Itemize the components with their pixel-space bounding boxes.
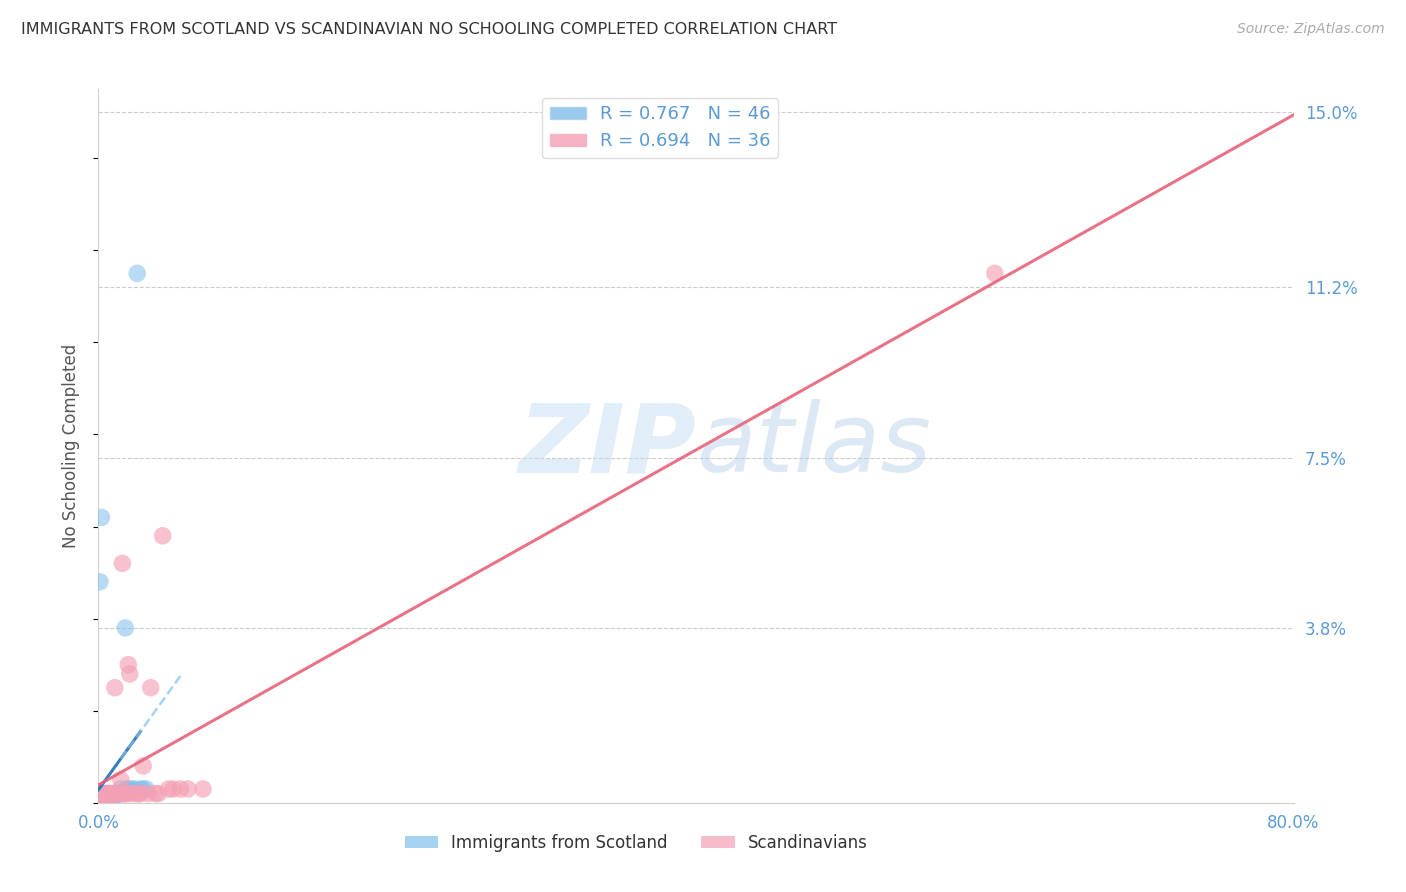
Point bbox=[91, 791, 114, 805]
Point bbox=[136, 787, 159, 801]
Point bbox=[110, 787, 132, 801]
Y-axis label: No Schooling Completed: No Schooling Completed bbox=[62, 344, 80, 548]
Point bbox=[143, 787, 166, 801]
Text: ZIP: ZIP bbox=[517, 400, 696, 492]
Point bbox=[110, 772, 132, 787]
Point bbox=[125, 787, 148, 801]
Point bbox=[127, 266, 149, 280]
Point bbox=[104, 681, 127, 695]
Point bbox=[132, 782, 155, 797]
Point bbox=[128, 787, 150, 801]
Point bbox=[105, 787, 128, 801]
Text: Source: ZipAtlas.com: Source: ZipAtlas.com bbox=[1237, 22, 1385, 37]
Point bbox=[101, 791, 124, 805]
Point bbox=[177, 782, 200, 797]
Point bbox=[148, 787, 170, 801]
Point bbox=[107, 787, 129, 801]
Point bbox=[114, 787, 136, 801]
Point bbox=[162, 782, 184, 797]
Point bbox=[152, 529, 174, 543]
Point bbox=[90, 510, 112, 524]
Point bbox=[98, 791, 122, 805]
Point bbox=[115, 782, 138, 797]
Point bbox=[90, 791, 112, 805]
Point bbox=[97, 791, 120, 805]
Point bbox=[93, 791, 115, 805]
Point bbox=[96, 791, 118, 805]
Legend: Immigrants from Scotland, Scandinavians: Immigrants from Scotland, Scandinavians bbox=[398, 828, 875, 859]
Point bbox=[103, 787, 125, 801]
Point bbox=[89, 791, 111, 805]
Point bbox=[97, 787, 120, 801]
Point bbox=[984, 266, 1007, 280]
Point bbox=[191, 782, 214, 797]
Point bbox=[93, 791, 115, 805]
Point bbox=[103, 791, 125, 805]
Point bbox=[94, 791, 117, 805]
Point bbox=[96, 791, 118, 805]
Point bbox=[120, 787, 142, 801]
Point bbox=[129, 787, 152, 801]
Point bbox=[94, 787, 117, 801]
Point bbox=[91, 791, 114, 805]
Point bbox=[91, 787, 114, 801]
Point bbox=[94, 787, 117, 801]
Point bbox=[132, 759, 155, 773]
Point bbox=[93, 791, 115, 805]
Point bbox=[117, 782, 139, 797]
Point bbox=[111, 787, 134, 801]
Point bbox=[108, 787, 131, 801]
Point bbox=[104, 787, 127, 801]
Point bbox=[96, 787, 118, 801]
Point bbox=[139, 681, 162, 695]
Point bbox=[90, 791, 112, 805]
Point bbox=[94, 791, 117, 805]
Point bbox=[89, 791, 111, 805]
Point bbox=[91, 791, 114, 805]
Point bbox=[135, 782, 157, 797]
Text: IMMIGRANTS FROM SCOTLAND VS SCANDINAVIAN NO SCHOOLING COMPLETED CORRELATION CHAR: IMMIGRANTS FROM SCOTLAND VS SCANDINAVIAN… bbox=[21, 22, 837, 37]
Point bbox=[96, 791, 118, 805]
Point bbox=[91, 791, 114, 805]
Text: atlas: atlas bbox=[696, 400, 931, 492]
Point bbox=[117, 657, 139, 672]
Point bbox=[157, 782, 180, 797]
Point bbox=[111, 557, 134, 571]
Point bbox=[98, 787, 122, 801]
Point bbox=[110, 782, 132, 797]
Point bbox=[169, 782, 191, 797]
Point bbox=[98, 787, 122, 801]
Point bbox=[93, 791, 115, 805]
Point bbox=[93, 787, 115, 801]
Point bbox=[124, 782, 146, 797]
Point bbox=[107, 787, 129, 801]
Point bbox=[90, 791, 112, 805]
Point bbox=[118, 666, 141, 681]
Point bbox=[129, 782, 152, 797]
Point bbox=[97, 787, 120, 801]
Point bbox=[90, 787, 112, 801]
Point bbox=[96, 791, 118, 805]
Point bbox=[89, 574, 111, 589]
Point bbox=[94, 791, 117, 805]
Point bbox=[101, 791, 124, 805]
Point bbox=[120, 782, 142, 797]
Point bbox=[105, 787, 128, 801]
Point bbox=[112, 787, 135, 801]
Point bbox=[91, 791, 114, 805]
Point bbox=[114, 621, 136, 635]
Point bbox=[115, 787, 138, 801]
Point bbox=[103, 787, 125, 801]
